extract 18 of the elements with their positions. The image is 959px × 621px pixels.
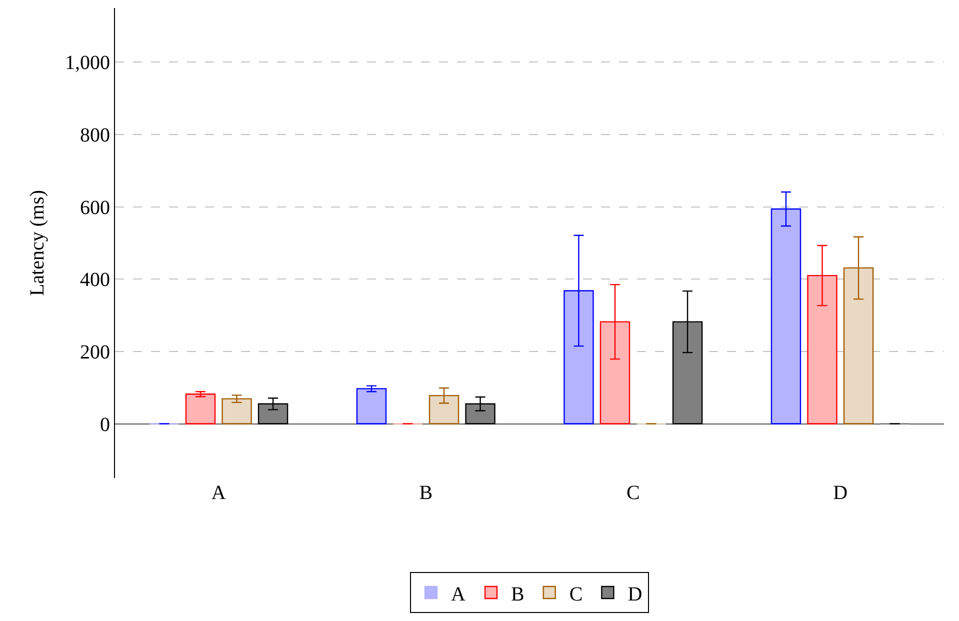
x-tick-label: A (211, 482, 226, 504)
bar (185, 394, 216, 424)
legend-label: B (511, 583, 524, 606)
y-tick-label: 800 (80, 124, 110, 147)
bar (222, 398, 252, 424)
y-tick-label: 600 (80, 196, 110, 219)
legend-label: C (569, 583, 583, 606)
legend-label: A (451, 583, 466, 606)
y-tick-label: 400 (80, 269, 110, 292)
y-axis-title: Latency (ms) (26, 190, 48, 296)
bar (356, 388, 387, 424)
x-tick-label: C (626, 482, 640, 504)
legend-label: D (628, 583, 642, 606)
x-tick-label: D (833, 482, 848, 504)
y-tick-label: 0 (100, 414, 110, 436)
y-tick-label: 1,000 (65, 52, 110, 74)
y-tick-label: 200 (80, 341, 110, 364)
x-tick-label: B (419, 482, 433, 504)
